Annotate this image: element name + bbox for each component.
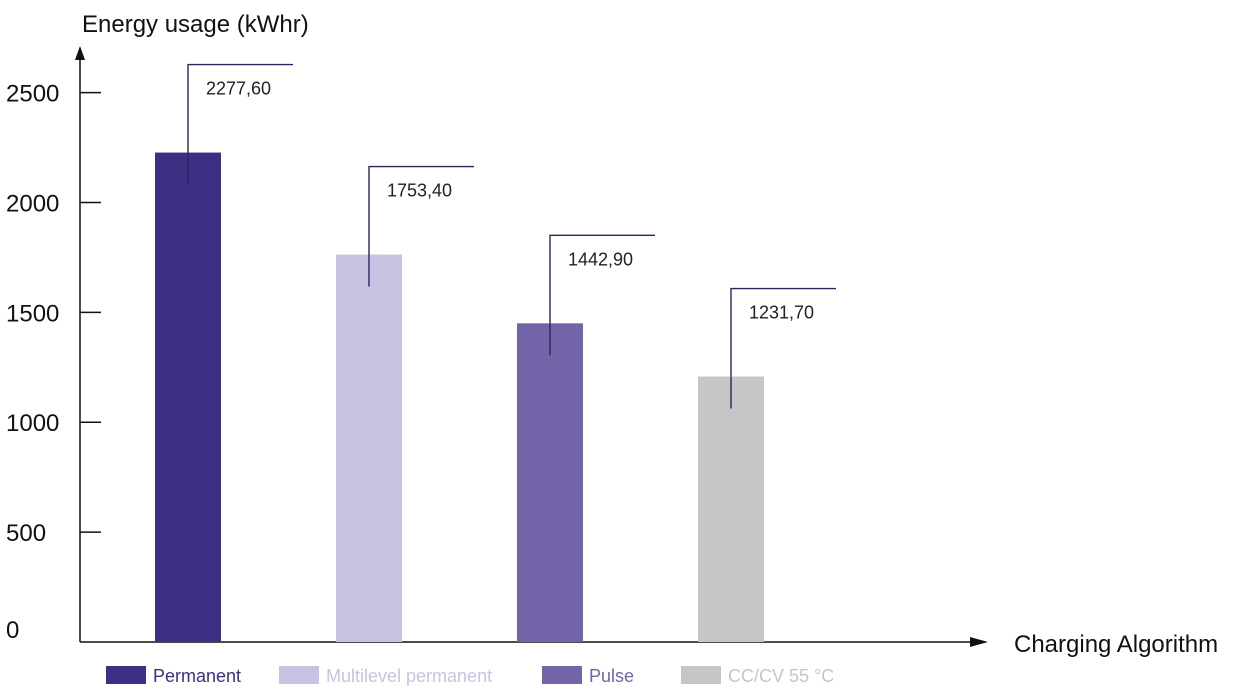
- y-tick-label: 2000: [6, 190, 59, 217]
- legend-label: CC/CV 55 °C: [728, 666, 834, 686]
- bar-pulse: [517, 323, 583, 642]
- legend-swatch: [681, 666, 721, 684]
- y-tick-label: 0: [6, 617, 19, 644]
- legend: Permanent Multilevel permanent Pulse CC/CV …: [106, 666, 834, 686]
- data-label: 1753,40: [387, 181, 452, 201]
- data-label-leader-line: [549, 234, 655, 356]
- data-label-leader-line: [730, 287, 836, 409]
- legend-label: Multilevel permanent: [326, 666, 492, 686]
- legend-label: Permanent: [153, 666, 241, 686]
- data-label-leader-line: [187, 63, 293, 185]
- bars-group: [155, 152, 764, 643]
- legend-label: Pulse: [589, 666, 634, 686]
- bar-multilevel-permanent: [336, 254, 402, 643]
- y-tick-label: 1000: [6, 410, 59, 437]
- bar-permanent: [155, 152, 221, 642]
- y-tick-label: 1500: [6, 300, 59, 327]
- data-label: 1231,70: [749, 303, 814, 323]
- y-tick-label: 500: [6, 520, 46, 547]
- x-axis-label: Charging Algorithm: [1014, 631, 1218, 658]
- data-label-leader-line: [368, 165, 474, 287]
- data-label: 2277,60: [206, 79, 271, 99]
- y-axis-label: Energy usage (kWhr): [82, 11, 309, 38]
- legend-swatch: [279, 666, 319, 684]
- y-axis-ticks: 0 500 1000 1500 2000 2500: [6, 81, 101, 644]
- y-tick-label: 2500: [6, 81, 59, 108]
- data-labels-group: 2277,60 1753,40 1442,90 1231,70: [187, 63, 836, 409]
- legend-swatch: [106, 666, 146, 684]
- bar-cc-cv-55-c: [698, 376, 764, 642]
- data-label: 1442,90: [568, 249, 633, 269]
- x-axis-arrow: [970, 637, 988, 647]
- legend-swatch: [542, 666, 582, 684]
- y-axis-arrow: [75, 46, 85, 60]
